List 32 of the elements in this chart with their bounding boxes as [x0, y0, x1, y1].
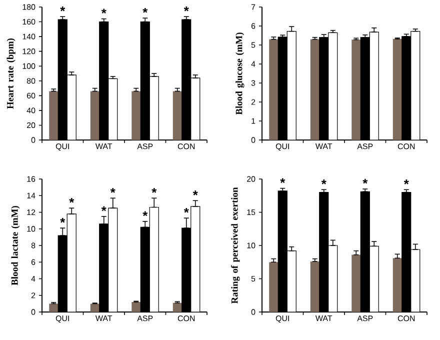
- annotation: *: [192, 190, 198, 196]
- annotation: *: [362, 178, 368, 184]
- annotation: *: [101, 8, 106, 14]
- annotation: *: [142, 211, 148, 216]
- bar: [49, 304, 58, 312]
- bar: [172, 91, 182, 140]
- bar: [49, 91, 58, 140]
- annotation: *: [184, 6, 189, 12]
- bar: [90, 91, 100, 140]
- annotation: *: [60, 6, 66, 12]
- annotation: *: [142, 8, 148, 13]
- bar: [392, 258, 402, 312]
- bar: [269, 262, 278, 312]
- y-axis-title: Rating of perceived exertion: [231, 187, 240, 304]
- annotation: *: [321, 180, 326, 184]
- annotation: *: [101, 206, 106, 212]
- annotation: *: [184, 208, 189, 213]
- bar: [90, 304, 100, 312]
- annotation: *: [69, 198, 74, 203]
- annotation: *: [60, 218, 66, 223]
- annotation: *: [152, 188, 157, 193]
- y-axis-title: Blood lactate (mM): [11, 206, 20, 286]
- y-axis-title: Blood glucose (mM): [236, 32, 244, 115]
- bar: [132, 91, 141, 140]
- y-axis-title: Heart rate (bpm): [6, 38, 16, 109]
- bar: [352, 254, 361, 312]
- bar: [132, 302, 141, 312]
- annotation: *: [110, 188, 116, 193]
- bar: [310, 261, 320, 312]
- annotation: *: [404, 180, 409, 184]
- annotation: *: [280, 178, 286, 184]
- bar: [172, 302, 182, 312]
